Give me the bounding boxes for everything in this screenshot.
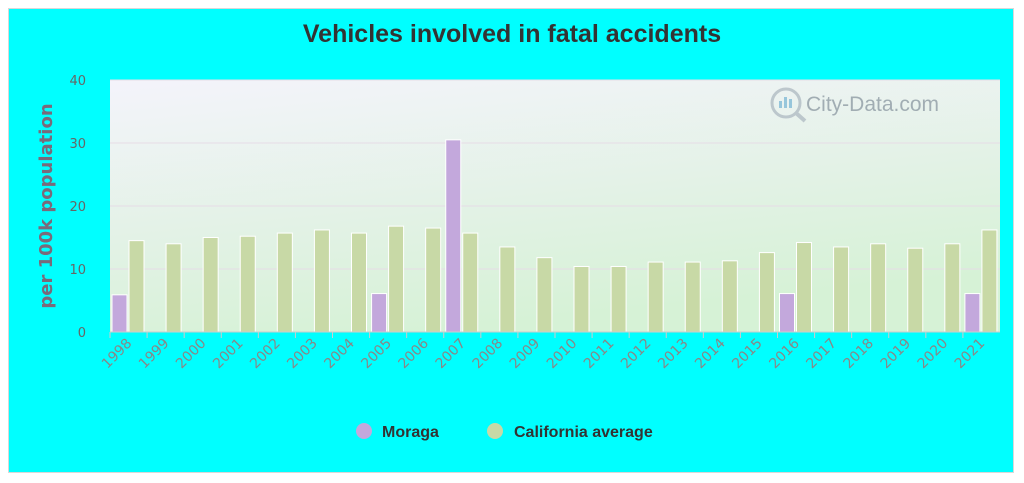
bar-california-average-2017[interactable]	[833, 246, 850, 333]
x-tick-label: 2002	[247, 336, 284, 373]
x-tick-label: 1998	[99, 336, 136, 373]
bar-california-average-2014[interactable]	[721, 260, 738, 333]
bar-california-average-2013[interactable]	[684, 261, 701, 333]
legend-label: Moraga	[382, 424, 439, 441]
bar-california-average-2010[interactable]	[573, 265, 590, 333]
y-tick-label: 40	[69, 74, 86, 89]
legend-swatch-california-average	[487, 423, 503, 439]
bar-california-average-2000[interactable]	[202, 237, 219, 333]
x-tick-label: 2019	[878, 336, 915, 373]
y-tick-label: 0	[78, 326, 86, 341]
bar-california-average-2021[interactable]	[981, 229, 998, 333]
x-tick-label: 2008	[470, 336, 507, 373]
bar-california-average-2015[interactable]	[758, 252, 775, 333]
x-tick-label: 2016	[766, 335, 803, 372]
x-tick-label: 2013	[655, 336, 692, 373]
bar-california-average-2020[interactable]	[944, 243, 961, 333]
bar-california-average-2007[interactable]	[462, 232, 479, 333]
x-tick-label: 2006	[396, 335, 433, 372]
bar-moraga-2016[interactable]	[779, 293, 795, 333]
x-tick-label: 1999	[136, 336, 173, 373]
bar-california-average-2011[interactable]	[610, 265, 627, 333]
bar-california-average-2012[interactable]	[647, 261, 664, 333]
y-axis-label: per 100k population	[36, 103, 57, 308]
bar-california-average-1998[interactable]	[128, 240, 145, 333]
y-tick-label: 30	[69, 137, 86, 152]
gridlines	[110, 79, 1000, 270]
bar-california-average-1999[interactable]	[165, 243, 182, 333]
bar-california-average-2001[interactable]	[239, 235, 256, 333]
bar-california-average-2016[interactable]	[796, 242, 812, 333]
x-tick-label: 2001	[210, 336, 247, 373]
bar-california-average-2003[interactable]	[313, 229, 330, 333]
bar-moraga-2007[interactable]	[445, 139, 462, 333]
x-tick-label: 2000	[173, 336, 210, 373]
x-tick-label: 2011	[581, 336, 618, 373]
x-tick-label: 2004	[321, 335, 358, 372]
watermark: City-Data.com	[770, 87, 939, 123]
legend: Moraga California average	[356, 423, 653, 441]
watermark-text: City-Data.com	[806, 93, 939, 116]
y-tick-label: 20	[69, 200, 86, 215]
x-axis-ticks: 1998 1999 2000 2001 2002 2003 2004 2005 2006 2007…	[99, 332, 988, 372]
bar-moraga-2005[interactable]	[371, 293, 388, 333]
bar-california-average-2009[interactable]	[536, 257, 553, 333]
bar-california-average-2008[interactable]	[499, 246, 516, 333]
bar-california-average-2019[interactable]	[907, 247, 924, 333]
bar-california-average-2004[interactable]	[351, 232, 367, 333]
bar-california-average-2002[interactable]	[276, 232, 293, 333]
x-tick-label: 2021	[952, 336, 989, 373]
bars	[111, 139, 998, 333]
legend-label: California average	[514, 424, 653, 441]
bar-moraga-1998[interactable]	[111, 294, 128, 333]
x-tick-label: 2009	[507, 336, 544, 373]
city-data-logo-icon	[770, 87, 807, 123]
bar-california-average-2018[interactable]	[870, 243, 887, 333]
x-tick-label: 2007	[433, 336, 470, 373]
x-tick-label: 2015	[729, 336, 766, 373]
x-tick-label: 2003	[284, 336, 321, 373]
x-tick-label: 2020	[915, 336, 952, 373]
chart-title: Vehicles involved in fatal accidents	[302, 20, 722, 48]
bar-california-average-2006[interactable]	[425, 227, 442, 333]
y-axis-ticks: 0 10 20 30 40	[69, 74, 86, 341]
x-tick-label: 2012	[618, 336, 655, 373]
y-tick-label: 10	[69, 263, 86, 278]
legend-swatch-moraga	[356, 423, 372, 439]
x-tick-label: 2005	[358, 336, 395, 373]
x-tick-label: 2017	[803, 336, 840, 373]
x-tick-label: 2018	[841, 336, 878, 373]
x-tick-label: 2010	[544, 336, 581, 373]
bar-california-average-2005[interactable]	[388, 225, 405, 333]
x-tick-label: 2014	[692, 335, 729, 372]
bar-moraga-2021[interactable]	[964, 293, 981, 333]
